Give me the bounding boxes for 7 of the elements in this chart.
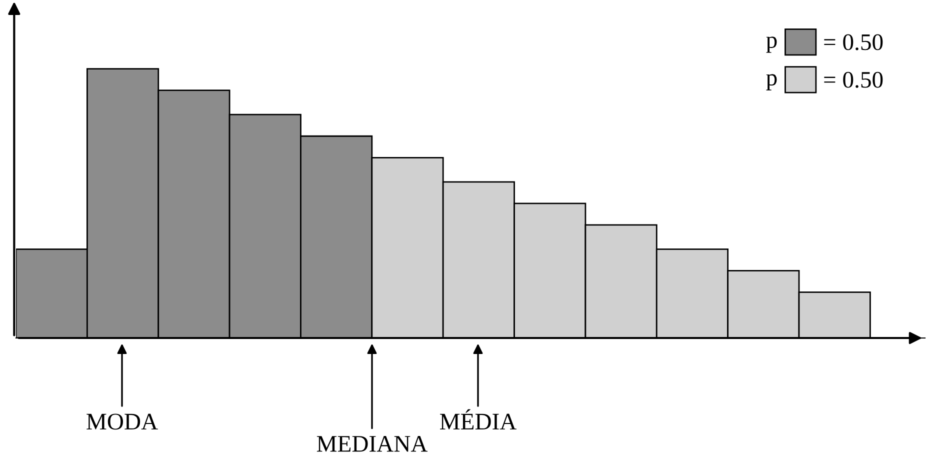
text: MÉDIA	[440, 409, 517, 430]
legend-label: = 0.50	[824, 34, 883, 50]
text: MEDIANA	[316, 436, 428, 452]
text: MODA	[86, 414, 158, 430]
legend-label: = 0.50	[824, 72, 883, 88]
annotation: p	[766, 74, 777, 90]
text: p	[766, 36, 777, 53]
